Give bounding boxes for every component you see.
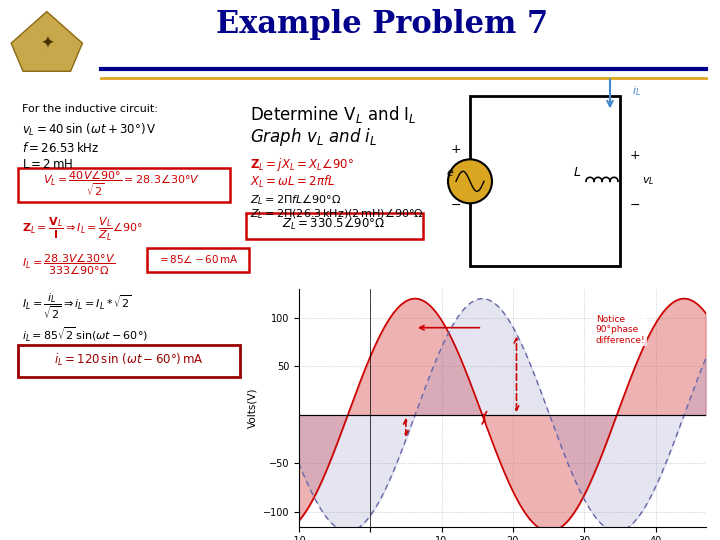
Text: $\mathbf{Z}_L = jX_L = X_L\angle90°$: $\mathbf{Z}_L = jX_L = X_L\angle90°$ [250, 157, 354, 173]
Text: $I_L = \dfrac{i_L}{\sqrt{2}} \Rightarrow i_L = I_L * \sqrt{2}$: $I_L = \dfrac{i_L}{\sqrt{2}} \Rightarrow… [22, 291, 132, 321]
Text: For the inductive circuit:: For the inductive circuit: [22, 104, 158, 114]
FancyBboxPatch shape [470, 97, 620, 266]
Text: $Z_L = 330.5\angle90°\Omega$: $Z_L = 330.5\angle90°\Omega$ [282, 217, 386, 232]
Text: −: − [451, 199, 462, 212]
Text: +: + [630, 150, 641, 163]
Text: $v_L = 40\,\sin\,(\omega t + 30°)\,\mathrm{V}$: $v_L = 40\,\sin\,(\omega t + 30°)\,\math… [22, 123, 156, 138]
Text: ✦: ✦ [40, 34, 54, 52]
Text: Example Problem 7: Example Problem 7 [215, 9, 548, 40]
FancyBboxPatch shape [147, 248, 249, 272]
Text: Graph $v_L$ and $i_L$: Graph $v_L$ and $i_L$ [250, 126, 377, 149]
Text: $\mathrm{L} = 2\,\mathrm{mH}$: $\mathrm{L} = 2\,\mathrm{mH}$ [22, 158, 73, 171]
FancyBboxPatch shape [246, 213, 423, 239]
Text: $f = 26.53\,\mathrm{kHz}$: $f = 26.53\,\mathrm{kHz}$ [22, 141, 99, 156]
Text: $i_L = 120\,\sin\,(\omega t - 60°)\,\mathrm{mA}$: $i_L = 120\,\sin\,(\omega t - 60°)\,\mat… [54, 352, 204, 368]
Y-axis label: Volts(V): Volts(V) [247, 388, 257, 428]
Text: $V_L = \dfrac{40V\angle90°}{\sqrt{2}} = 28.3\angle30°V$: $V_L = \dfrac{40V\angle90°}{\sqrt{2}} = … [43, 168, 201, 198]
Text: $I_L = \dfrac{28.3V\angle30°V}{333\angle90°\Omega}$: $I_L = \dfrac{28.3V\angle30°V}{333\angle… [22, 251, 116, 276]
Text: $X_L = \omega L = 2\pi fL$: $X_L = \omega L = 2\pi fL$ [250, 174, 336, 191]
Text: $Z_L = 2\Pi(26.3\,\mathrm{kHz})(2\,\mathrm{mH})\angle90°\Omega$: $Z_L = 2\Pi(26.3\,\mathrm{kHz})(2\,\math… [250, 206, 424, 221]
Text: $\mathbf{Z}_L = \dfrac{\mathbf{V}_L}{\mathbf{I}} \Rightarrow I_L = \dfrac{V_L}{Z: $\mathbf{Z}_L = \dfrac{\mathbf{V}_L}{\ma… [22, 217, 143, 244]
FancyBboxPatch shape [18, 168, 230, 202]
Text: $v_L$: $v_L$ [642, 176, 654, 187]
Text: L: L [574, 166, 580, 179]
Text: $Z_L = 2\Pi fL\angle90°\Omega$: $Z_L = 2\Pi fL\angle90°\Omega$ [250, 192, 341, 207]
Circle shape [448, 159, 492, 203]
Text: $i_L$: $i_L$ [632, 84, 641, 98]
Text: Notice
90°phase
difference!: Notice 90°phase difference! [595, 315, 645, 345]
Text: $i_L = 85\sqrt{2}\,\sin(\omega t - 60°)$: $i_L = 85\sqrt{2}\,\sin(\omega t - 60°)$ [22, 326, 148, 345]
Text: $= 85\angle-60\,\mathrm{mA}$: $= 85\angle-60\,\mathrm{mA}$ [157, 253, 239, 265]
Text: +: + [451, 143, 462, 157]
Polygon shape [12, 11, 82, 71]
Text: Determine $\mathrm{V}_L$ and $\mathrm{I}_L$: Determine $\mathrm{V}_L$ and $\mathrm{I}… [250, 104, 417, 125]
Text: −: − [630, 199, 641, 212]
Text: e: e [446, 168, 454, 178]
FancyBboxPatch shape [18, 345, 240, 377]
